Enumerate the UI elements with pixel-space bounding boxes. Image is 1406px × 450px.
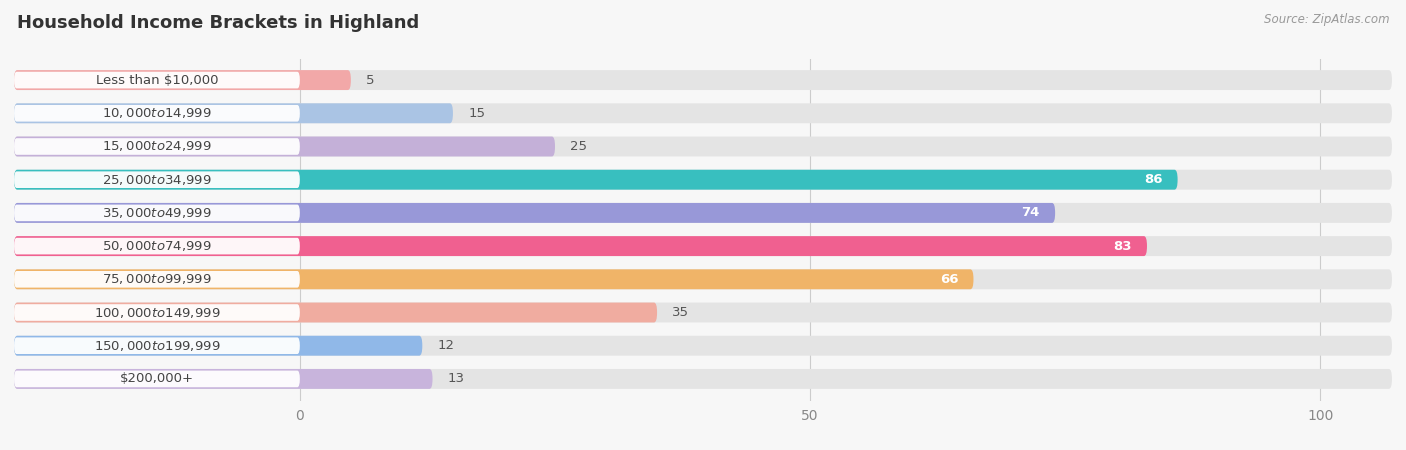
Text: $35,000 to $49,999: $35,000 to $49,999 — [103, 206, 212, 220]
FancyBboxPatch shape — [14, 336, 422, 356]
FancyBboxPatch shape — [14, 136, 555, 157]
Text: $150,000 to $199,999: $150,000 to $199,999 — [94, 339, 221, 353]
FancyBboxPatch shape — [14, 104, 1392, 123]
FancyBboxPatch shape — [14, 304, 299, 321]
Text: 74: 74 — [1021, 207, 1040, 220]
Text: 12: 12 — [437, 339, 454, 352]
FancyBboxPatch shape — [14, 104, 453, 123]
Text: 5: 5 — [366, 74, 374, 86]
FancyBboxPatch shape — [14, 70, 352, 90]
Text: 25: 25 — [571, 140, 588, 153]
FancyBboxPatch shape — [14, 369, 433, 389]
Text: Source: ZipAtlas.com: Source: ZipAtlas.com — [1264, 14, 1389, 27]
Text: 66: 66 — [939, 273, 957, 286]
Text: 35: 35 — [672, 306, 689, 319]
Text: 13: 13 — [449, 373, 465, 385]
FancyBboxPatch shape — [14, 270, 1392, 289]
Text: $25,000 to $34,999: $25,000 to $34,999 — [103, 173, 212, 187]
FancyBboxPatch shape — [14, 203, 1392, 223]
Text: 86: 86 — [1144, 173, 1163, 186]
FancyBboxPatch shape — [14, 336, 1392, 356]
FancyBboxPatch shape — [14, 270, 973, 289]
FancyBboxPatch shape — [14, 236, 1392, 256]
Text: $200,000+: $200,000+ — [120, 373, 194, 385]
FancyBboxPatch shape — [14, 171, 299, 188]
FancyBboxPatch shape — [14, 302, 657, 323]
Text: Less than $10,000: Less than $10,000 — [96, 74, 218, 86]
FancyBboxPatch shape — [14, 238, 299, 254]
FancyBboxPatch shape — [14, 170, 1178, 189]
FancyBboxPatch shape — [14, 138, 299, 155]
FancyBboxPatch shape — [14, 136, 1392, 157]
FancyBboxPatch shape — [14, 170, 1392, 189]
Text: $100,000 to $149,999: $100,000 to $149,999 — [94, 306, 221, 320]
FancyBboxPatch shape — [14, 105, 299, 122]
FancyBboxPatch shape — [14, 205, 299, 221]
Text: $10,000 to $14,999: $10,000 to $14,999 — [103, 106, 212, 120]
Text: 15: 15 — [468, 107, 485, 120]
FancyBboxPatch shape — [14, 236, 1147, 256]
Text: Household Income Brackets in Highland: Household Income Brackets in Highland — [17, 14, 419, 32]
FancyBboxPatch shape — [14, 369, 1392, 389]
Text: $75,000 to $99,999: $75,000 to $99,999 — [103, 272, 212, 286]
FancyBboxPatch shape — [14, 338, 299, 354]
FancyBboxPatch shape — [14, 302, 1392, 323]
Text: $15,000 to $24,999: $15,000 to $24,999 — [103, 140, 212, 153]
Text: 83: 83 — [1114, 239, 1132, 252]
FancyBboxPatch shape — [14, 70, 1392, 90]
FancyBboxPatch shape — [14, 271, 299, 288]
FancyBboxPatch shape — [14, 203, 1054, 223]
FancyBboxPatch shape — [14, 72, 299, 88]
FancyBboxPatch shape — [14, 371, 299, 387]
Text: $50,000 to $74,999: $50,000 to $74,999 — [103, 239, 212, 253]
